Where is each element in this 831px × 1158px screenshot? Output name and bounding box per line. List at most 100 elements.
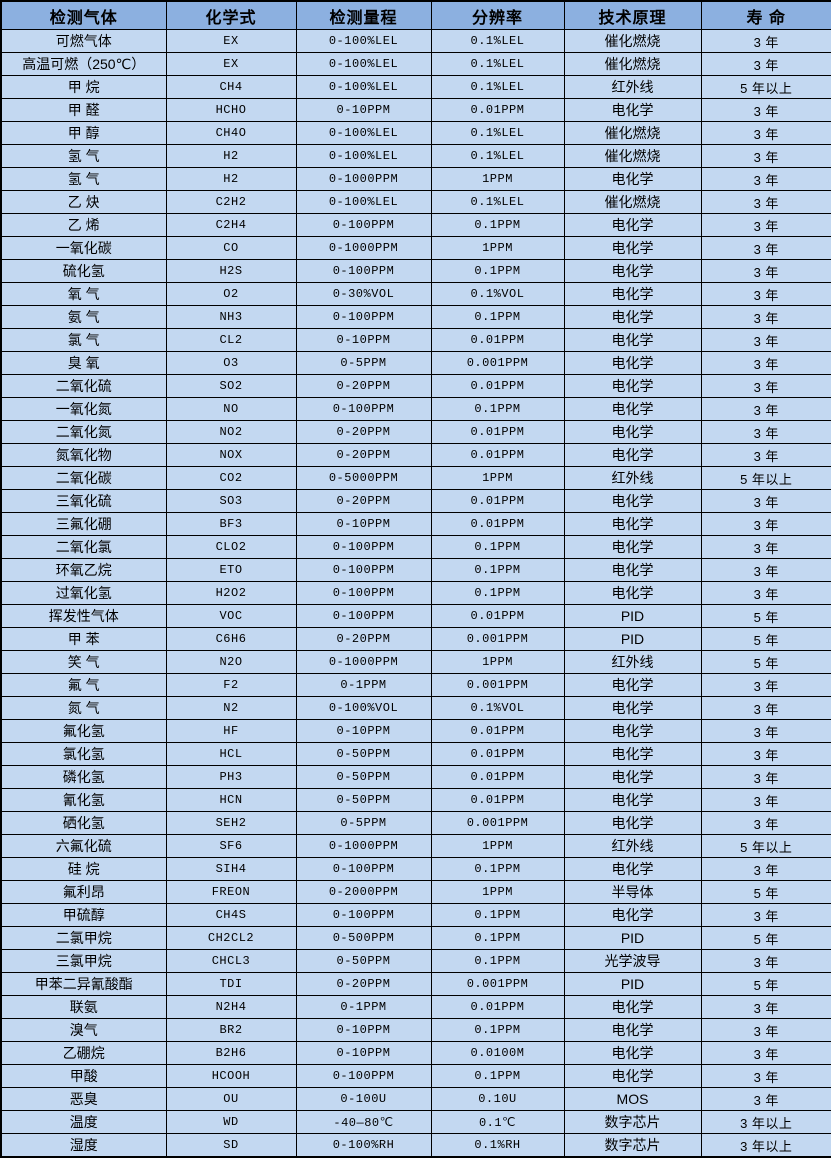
cell-resolution: 0.01PPM (430, 374, 565, 398)
cell-gas-name: 氟 气 (0, 673, 167, 697)
cell-technology: 红外线 (563, 466, 702, 490)
cell-technology: 电化学 (563, 213, 702, 237)
cell-chemical-formula: H2O2 (165, 581, 297, 605)
cell-chemical-formula: SIH4 (165, 857, 297, 881)
cell-chemical-formula: H2 (165, 144, 297, 168)
cell-resolution: 1PPM (430, 834, 565, 858)
cell-resolution: 0.1℃ (430, 1110, 565, 1134)
cell-detection-range: 0-100%LEL (295, 144, 432, 168)
cell-lifespan: 3 年 (700, 397, 831, 421)
cell-lifespan: 3 年 (700, 1018, 831, 1042)
cell-gas-name: 甲硫醇 (0, 903, 167, 927)
cell-gas-name: 二氧化硫 (0, 374, 167, 398)
cell-chemical-formula: C6H6 (165, 627, 297, 651)
cell-gas-name: 硒化氢 (0, 811, 167, 835)
cell-resolution: 0.01PPM (430, 512, 565, 536)
cell-gas-name: 二氯甲烷 (0, 926, 167, 950)
cell-gas-name: 氮 气 (0, 696, 167, 720)
cell-technology: 电化学 (563, 328, 702, 352)
cell-gas-name: 高温可燃（250℃） (0, 52, 167, 76)
cell-gas-name: 氢 气 (0, 144, 167, 168)
cell-technology: 电化学 (563, 236, 702, 260)
cell-resolution: 1PPM (430, 167, 565, 191)
cell-chemical-formula: HCN (165, 788, 297, 812)
cell-detection-range: 0-1000PPM (295, 650, 432, 674)
table-row: 一氧化氮 NO 0-100PPM 0.1PPM 电化学 3 年 (0, 397, 831, 421)
cell-chemical-formula: O2 (165, 282, 297, 306)
cell-technology: 数字芯片 (563, 1110, 702, 1134)
cell-technology: 电化学 (563, 811, 702, 835)
cell-gas-name: 甲苯二异氰酸酯 (0, 972, 167, 996)
cell-detection-range: 0-100PPM (295, 1064, 432, 1088)
cell-gas-name: 氟化氢 (0, 719, 167, 743)
cell-technology: 电化学 (563, 351, 702, 375)
table-row: 氟 气 F2 0-1PPM 0.001PPM 电化学 3 年 (0, 673, 831, 697)
table-row: 氮 气 N2 0-100%VOL 0.1%VOL 电化学 3 年 (0, 696, 831, 720)
cell-chemical-formula: BR2 (165, 1018, 297, 1042)
cell-resolution: 1PPM (430, 466, 565, 490)
cell-detection-range: 0-1000PPM (295, 167, 432, 191)
cell-lifespan: 3 年 (700, 489, 831, 513)
cell-detection-range: 0-100PPM (295, 305, 432, 329)
table-row: 氯 气 CL2 0-10PPM 0.01PPM 电化学 3 年 (0, 328, 831, 352)
cell-detection-range: 0-5PPM (295, 811, 432, 835)
table-row: 甲苯二异氰酸酯 TDI 0-20PPM 0.001PPM PID 5 年 (0, 972, 831, 996)
cell-lifespan: 5 年 (700, 604, 831, 628)
cell-chemical-formula: C2H4 (165, 213, 297, 237)
table-row: 恶臭 OU 0-100U 0.10U MOS 3 年 (0, 1087, 831, 1111)
cell-technology: 电化学 (563, 719, 702, 743)
cell-resolution: 0.01PPM (430, 420, 565, 444)
cell-gas-name: 氢 气 (0, 167, 167, 191)
cell-technology: PID (563, 627, 702, 651)
cell-resolution: 0.0100M (430, 1041, 565, 1065)
table-body: 可燃气体 EX 0-100%LEL 0.1%LEL 催化燃烧 3 年高温可燃（250℃） E… (0, 29, 831, 1158)
table-row: 可燃气体 EX 0-100%LEL 0.1%LEL 催化燃烧 3 年 (0, 29, 831, 53)
cell-gas-name: 氮氧化物 (0, 443, 167, 467)
cell-gas-name: 笑 气 (0, 650, 167, 674)
cell-lifespan: 5 年以上 (700, 466, 831, 490)
cell-technology: 电化学 (563, 397, 702, 421)
table-row: 氢 气 H2 0-100%LEL 0.1%LEL 催化燃烧 3 年 (0, 144, 831, 168)
cell-resolution: 0.001PPM (430, 627, 565, 651)
cell-resolution: 0.01PPM (430, 98, 565, 122)
cell-chemical-formula: OU (165, 1087, 297, 1111)
cell-lifespan: 3 年 (700, 673, 831, 697)
cell-detection-range: 0-20PPM (295, 627, 432, 651)
cell-chemical-formula: B2H6 (165, 1041, 297, 1065)
cell-resolution: 0.1PPM (430, 581, 565, 605)
cell-technology: 电化学 (563, 167, 702, 191)
cell-detection-range: 0-100PPM (295, 581, 432, 605)
cell-gas-name: 溴气 (0, 1018, 167, 1042)
cell-technology: MOS (563, 1087, 702, 1111)
cell-detection-range: 0-100%RH (295, 1133, 432, 1158)
cell-detection-range: 0-100PPM (295, 535, 432, 559)
cell-chemical-formula: BF3 (165, 512, 297, 536)
cell-lifespan: 3 年 (700, 558, 831, 582)
cell-detection-range: 0-100PPM (295, 213, 432, 237)
cell-chemical-formula: SD (165, 1133, 297, 1158)
cell-resolution: 0.01PPM (430, 604, 565, 628)
cell-chemical-formula: SO3 (165, 489, 297, 513)
table-row: 六氟化硫 SF6 0-1000PPM 1PPM 红外线 5 年以上 (0, 834, 831, 858)
cell-resolution: 0.001PPM (430, 972, 565, 996)
cell-lifespan: 3 年 (700, 949, 831, 973)
cell-gas-name: 温度 (0, 1110, 167, 1134)
cell-technology: PID (563, 926, 702, 950)
cell-detection-range: 0-2000PPM (295, 880, 432, 904)
table-row: 湿度 SD 0-100%RH 0.1%RH 数字芯片 3 年以上 (0, 1133, 831, 1158)
cell-gas-name: 一氧化碳 (0, 236, 167, 260)
cell-technology: 红外线 (563, 75, 702, 99)
cell-lifespan: 3 年 (700, 443, 831, 467)
cell-lifespan: 3 年 (700, 811, 831, 835)
table-row: 挥发性气体 VOC 0-100PPM 0.01PPM PID 5 年 (0, 604, 831, 628)
cell-resolution: 0.1PPM (430, 259, 565, 283)
cell-detection-range: 0-5000PPM (295, 466, 432, 490)
cell-gas-name: 氯化氢 (0, 742, 167, 766)
cell-technology: 催化燃烧 (563, 52, 702, 76)
cell-detection-range: 0-30%VOL (295, 282, 432, 306)
cell-technology: 电化学 (563, 374, 702, 398)
cell-gas-name: 一氧化氮 (0, 397, 167, 421)
cell-chemical-formula: EX (165, 29, 297, 53)
table-row: 二氯甲烷 CH2CL2 0-500PPM 0.1PPM PID 5 年 (0, 926, 831, 950)
cell-chemical-formula: C2H2 (165, 190, 297, 214)
